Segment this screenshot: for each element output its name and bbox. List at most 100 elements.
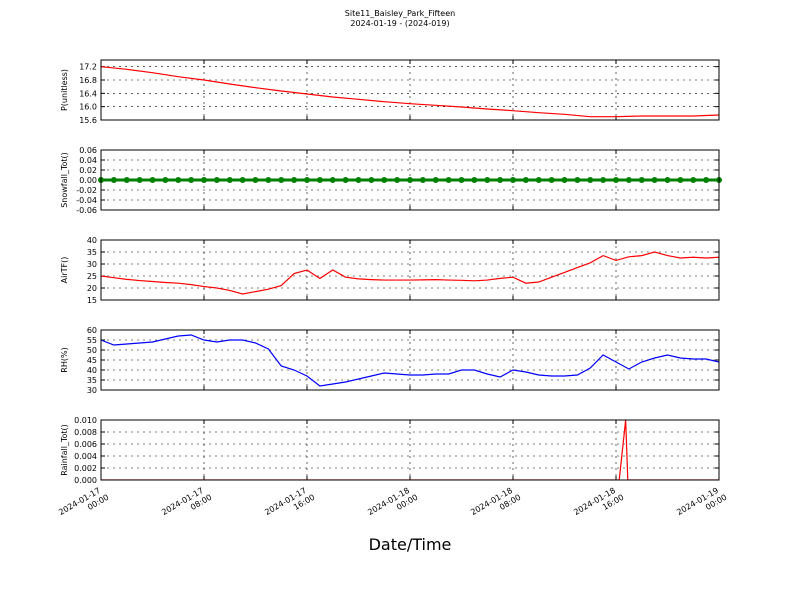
y-tick-label: 16.4 bbox=[79, 89, 97, 98]
marker bbox=[381, 177, 388, 183]
marker bbox=[471, 177, 478, 183]
marker bbox=[484, 177, 491, 183]
panel: -0.06-0.04-0.020.000.020.040.06 Snowfall_… bbox=[60, 146, 722, 215]
series-line bbox=[101, 251, 719, 295]
y-tick-label: 0.02 bbox=[79, 166, 97, 175]
y-tick-label: 60 bbox=[87, 326, 97, 335]
y-tick-label: 40 bbox=[87, 366, 97, 375]
panel: 15.6 16.0 16.4 16.8 17.2 P(unitless) bbox=[60, 59, 720, 125]
marker bbox=[432, 177, 439, 183]
x-axis-label: Date/Time bbox=[369, 535, 452, 554]
plot-frame bbox=[100, 329, 720, 391]
y-axis-label: Snowfall_Tot() bbox=[60, 152, 69, 208]
y-tick-label: 0.002 bbox=[74, 464, 97, 473]
y-tick-label: -0.02 bbox=[76, 186, 97, 195]
marker bbox=[651, 177, 658, 183]
marker bbox=[574, 177, 581, 183]
y-tick-label: 16.8 bbox=[79, 76, 97, 85]
marker bbox=[613, 177, 619, 183]
y-tick-label: 0.008 bbox=[74, 428, 97, 437]
y-tick-label: 50 bbox=[87, 346, 97, 355]
marker bbox=[638, 177, 645, 183]
marker bbox=[188, 177, 195, 183]
marker bbox=[445, 177, 452, 183]
y-axis-label: RH(%) bbox=[60, 347, 69, 372]
marker bbox=[587, 177, 594, 183]
marker bbox=[664, 177, 671, 183]
y-axis-label: Rainfall_Tot() bbox=[60, 424, 69, 476]
y-tick-label: 25 bbox=[87, 272, 97, 281]
plot-frame bbox=[100, 239, 720, 301]
y-tick-label: 0.06 bbox=[79, 146, 97, 155]
marker bbox=[561, 177, 568, 183]
marker bbox=[342, 177, 349, 183]
marker bbox=[703, 177, 710, 183]
marker bbox=[239, 177, 246, 183]
y-tick-label: 0.006 bbox=[74, 440, 97, 449]
y-tick-label: 16.0 bbox=[79, 103, 97, 112]
marker bbox=[162, 177, 169, 183]
y-tick-label: 15.6 bbox=[79, 116, 97, 125]
marker bbox=[316, 177, 323, 183]
marker bbox=[407, 177, 413, 183]
marker bbox=[458, 177, 465, 183]
y-tick-label: 40 bbox=[87, 236, 97, 245]
y-tick-label: 0.00 bbox=[79, 176, 97, 185]
y-tick-label: 30 bbox=[87, 260, 97, 269]
y-tick-label: 0.010 bbox=[74, 416, 97, 425]
panel: 15 20 25 30 35 40 AirTF() bbox=[60, 236, 720, 305]
y-tick-label: 15 bbox=[87, 296, 97, 305]
y-tick-label: 35 bbox=[87, 248, 97, 257]
y-axis-label: P(unitless) bbox=[60, 69, 69, 111]
y-tick-label: 35 bbox=[87, 376, 97, 385]
marker bbox=[677, 177, 684, 183]
marker bbox=[226, 177, 233, 183]
marker bbox=[136, 177, 143, 183]
marker bbox=[355, 177, 362, 183]
series-line bbox=[101, 334, 719, 387]
marker bbox=[625, 177, 632, 183]
y-tick-label: -0.06 bbox=[76, 206, 97, 215]
marker bbox=[252, 177, 259, 183]
marker bbox=[278, 177, 285, 183]
title: Site11_Baisley_Park_Fifteen bbox=[345, 9, 455, 18]
marker bbox=[690, 177, 697, 183]
marker bbox=[535, 177, 542, 183]
marker bbox=[600, 177, 607, 183]
y-tick-label: 0.04 bbox=[79, 156, 97, 165]
y-tick-label: 20 bbox=[87, 284, 97, 293]
plot-frame bbox=[100, 419, 720, 481]
series-line bbox=[101, 66, 719, 118]
marker bbox=[201, 177, 207, 183]
marker bbox=[548, 177, 555, 183]
y-tick-label: 45 bbox=[87, 356, 97, 365]
panel: 0.000 0.002 0.004 0.006 0.008 0.010 Rainfall_T… bbox=[60, 416, 720, 485]
marker bbox=[123, 177, 130, 183]
marker bbox=[304, 177, 310, 183]
marker bbox=[265, 177, 272, 183]
marker bbox=[110, 177, 117, 183]
subtitle: 2024-01-19 - (2024-019) bbox=[350, 19, 449, 28]
plot-frame bbox=[100, 59, 720, 121]
marker bbox=[419, 177, 426, 183]
y-tick-label: 55 bbox=[87, 336, 97, 345]
marker bbox=[522, 177, 529, 183]
marker bbox=[510, 177, 516, 183]
marker bbox=[394, 177, 401, 183]
marker bbox=[368, 177, 375, 183]
y-axis-label: AirTF() bbox=[60, 257, 69, 284]
marker bbox=[213, 177, 220, 183]
marker bbox=[175, 177, 182, 183]
y-tick-label: 0.000 bbox=[74, 476, 97, 485]
y-tick-label: 17.2 bbox=[79, 63, 97, 72]
y-tick-label: 0.004 bbox=[74, 452, 97, 461]
marker bbox=[291, 177, 298, 183]
